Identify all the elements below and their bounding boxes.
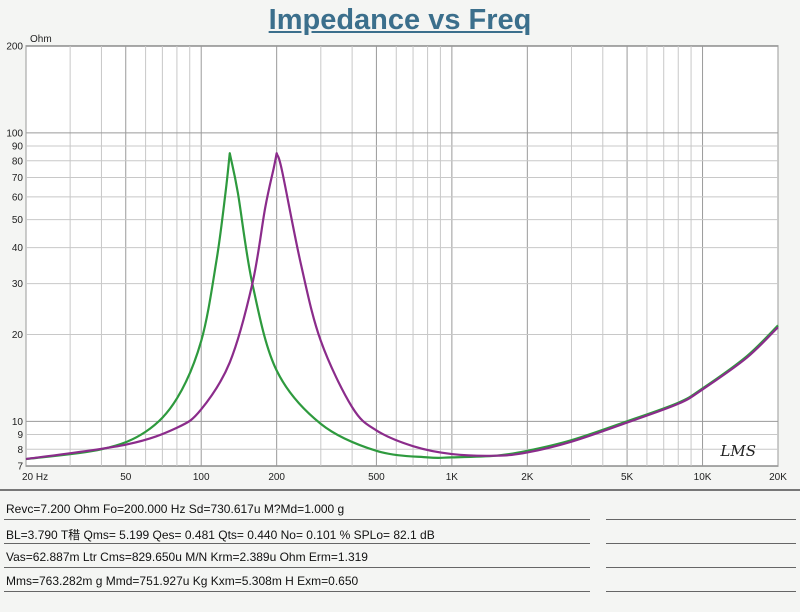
param-text: Mms=763.282m g Mmd=751.927u Kg Kxm=5.308… [6, 574, 359, 588]
y-tick-label: 70 [12, 173, 24, 184]
chart-title: Impedance vs Freq [268, 4, 532, 36]
series-line-green [25, 152, 779, 461]
lms-annotation: LMS [719, 442, 756, 460]
y-axis-label: Ohm [30, 34, 52, 45]
y-tick-label: 100 [6, 128, 23, 139]
x-tick-label: 200 [268, 472, 285, 483]
y-tick-label: 40 [12, 243, 24, 254]
y-tick-label: 7 [17, 462, 23, 473]
x-tick-label: 10K [694, 472, 712, 483]
x-tick-label: 20 Hz [22, 472, 48, 483]
y-tick-label: 200 [6, 42, 23, 53]
series-line-purple [25, 152, 779, 461]
separator [0, 489, 800, 491]
param-row: BL=3.790 T稓 Qms= 5.199 Qes= 0.481 Qts= 0… [0, 522, 800, 546]
y-tick-label: 8 [17, 445, 23, 456]
impedance-chart: 20 Hz 50 100 200 500 1K 2K 5K 10K 20K 7 8 9 10 20 30 40 5… [6, 34, 787, 483]
parameter-table: Revc=7.200 Ohm Fo=200.000 Hz Sd=730.617u… [0, 490, 800, 612]
y-tick-label: 20 [12, 330, 24, 341]
y-tick-label: 90 [12, 142, 24, 153]
y-tick-label: 60 [12, 192, 24, 203]
x-tick-label: 100 [193, 472, 210, 483]
y-tick-label: 10 [12, 417, 24, 428]
param-row: Revc=7.200 Ohm Fo=200.000 Hz Sd=730.617u… [0, 498, 800, 522]
x-tick-label: 2K [521, 472, 534, 483]
y-tick-label: 9 [17, 430, 23, 441]
y-tick-label: 30 [12, 279, 24, 290]
x-tick-label: 1K [446, 472, 459, 483]
y-tick-label: 80 [12, 156, 24, 167]
x-tick-label: 5K [621, 472, 634, 483]
param-text: BL=3.790 T稓 Qms= 5.199 Qes= 0.481 Qts= 0… [6, 528, 435, 542]
x-tick-label: 50 [120, 472, 132, 483]
y-tick-label: 50 [12, 215, 24, 226]
param-text: Vas=62.887m Ltr Cms=829.650u M/N Krm=2.3… [6, 550, 368, 564]
x-tick-label: 20K [769, 472, 787, 483]
plot-area [25, 45, 779, 467]
param-row: Mms=763.282m g Mmd=751.927u Kg Kxm=5.308… [0, 570, 800, 594]
x-tick-label: 500 [368, 472, 385, 483]
param-text: Revc=7.200 Ohm Fo=200.000 Hz Sd=730.617u… [6, 502, 345, 516]
param-row: Vas=62.887m Ltr Cms=829.650u M/N Krm=2.3… [0, 546, 800, 570]
